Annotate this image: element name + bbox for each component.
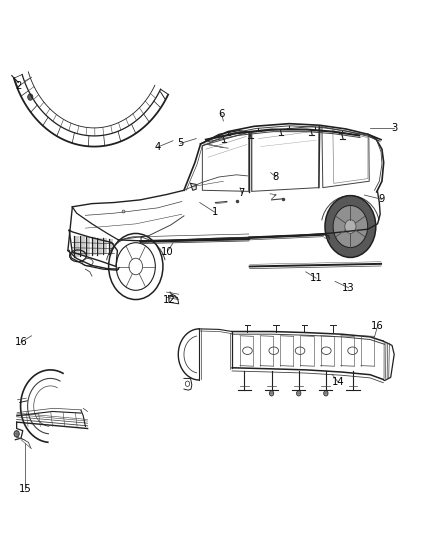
Bar bbox=[92, 237, 96, 255]
Text: 6: 6 bbox=[219, 109, 225, 119]
Text: 1: 1 bbox=[212, 207, 218, 217]
Bar bbox=[86, 237, 90, 256]
Bar bbox=[109, 239, 113, 254]
Text: 8: 8 bbox=[273, 172, 279, 182]
Circle shape bbox=[324, 391, 328, 396]
Text: 16: 16 bbox=[14, 337, 28, 347]
Text: 3: 3 bbox=[391, 123, 397, 133]
Text: 15: 15 bbox=[19, 484, 32, 494]
Text: 10: 10 bbox=[161, 247, 173, 256]
Text: 14: 14 bbox=[332, 377, 344, 387]
Text: 12: 12 bbox=[162, 295, 176, 304]
Text: 7: 7 bbox=[239, 188, 245, 198]
Bar bbox=[74, 236, 79, 257]
Text: 5: 5 bbox=[177, 139, 184, 148]
Circle shape bbox=[28, 94, 33, 100]
Circle shape bbox=[14, 431, 19, 437]
Text: 11: 11 bbox=[310, 273, 323, 283]
Text: 4: 4 bbox=[155, 142, 161, 152]
Text: 9: 9 bbox=[379, 195, 385, 204]
Circle shape bbox=[333, 206, 367, 247]
Text: 16: 16 bbox=[371, 321, 384, 331]
Bar bbox=[97, 238, 102, 255]
Text: 2: 2 bbox=[15, 82, 21, 91]
Text: 13: 13 bbox=[343, 283, 355, 293]
Circle shape bbox=[297, 391, 301, 396]
Circle shape bbox=[345, 220, 356, 233]
Bar bbox=[103, 238, 107, 254]
Polygon shape bbox=[191, 183, 196, 190]
Circle shape bbox=[325, 196, 376, 257]
Circle shape bbox=[269, 391, 274, 396]
Bar bbox=[80, 236, 85, 256]
